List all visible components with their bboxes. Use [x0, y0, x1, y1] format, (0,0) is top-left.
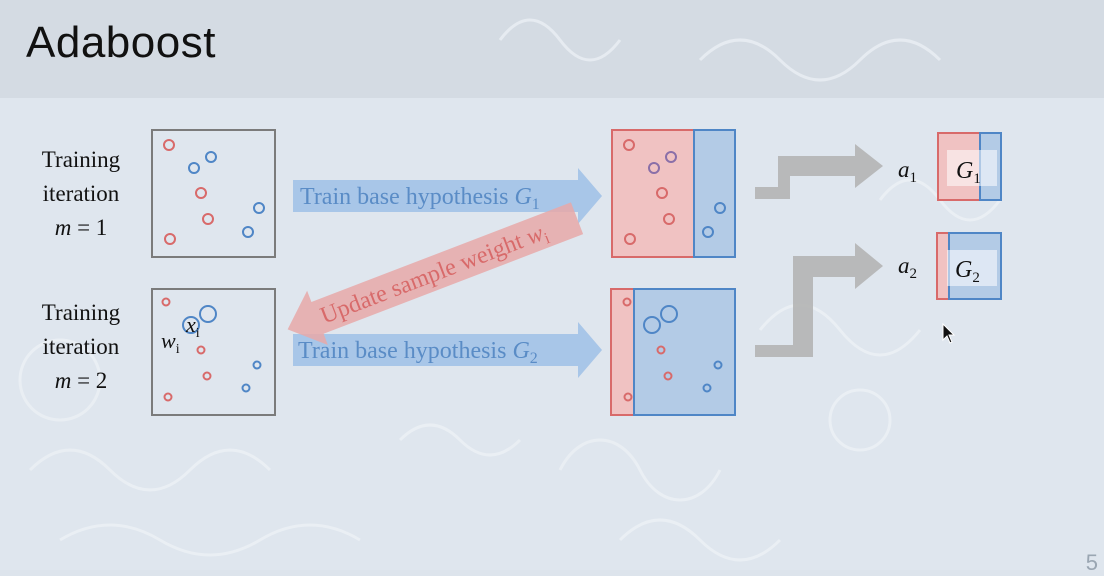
iteration-2-label-line1: Training — [41, 300, 121, 325]
update-weight-arrow-label: Update sample weight wi — [317, 219, 553, 333]
iteration-1-label: Training iteration m = 1 — [26, 143, 136, 245]
ensemble-arrow-1 — [755, 144, 883, 199]
sample-point — [202, 213, 214, 225]
sample-point — [195, 187, 207, 199]
sample-x-label: xi — [185, 312, 200, 341]
alpha-1-label: a1 — [898, 157, 917, 186]
sample-point — [622, 297, 632, 307]
iteration-1-m: m = 1 — [54, 215, 108, 240]
sample-point — [702, 383, 712, 393]
sample-point — [623, 139, 635, 151]
mouse-cursor-icon — [942, 323, 956, 344]
iteration-1-label-line2: iteration — [42, 181, 120, 206]
sample-point — [624, 233, 636, 245]
sample-point — [648, 162, 660, 174]
sample-point — [163, 139, 175, 151]
training-set-box-1 — [151, 129, 276, 258]
sample-point — [161, 297, 171, 307]
sample-w-label: wi — [161, 328, 180, 357]
sample-point — [242, 226, 254, 238]
page-number: 5 — [1085, 550, 1098, 575]
hypothesis-1-label-bg — [947, 150, 997, 186]
slide-title: Adaboost — [26, 18, 216, 67]
iteration-1-label-line1: Training — [41, 147, 121, 172]
train-arrow-2 — [293, 322, 602, 378]
sample-point — [656, 187, 668, 199]
train-arrow-1-label: Train base hypothesis G1 — [300, 184, 540, 213]
train-arrow-1 — [293, 168, 602, 224]
sample-point — [241, 383, 251, 393]
sample-point — [188, 162, 200, 174]
sample-point — [202, 371, 212, 381]
sample-point — [714, 202, 726, 214]
sample-point — [205, 151, 217, 163]
iteration-2-label: Training iteration m = 2 — [26, 296, 136, 398]
sample-point — [665, 151, 677, 163]
train-arrow-2-label: Train base hypothesis G2 — [298, 338, 538, 367]
sample-point — [164, 233, 176, 245]
hypothesis-2-label: G2 — [955, 257, 980, 286]
sample-point — [663, 371, 673, 381]
hypothesis-1-label: G1 — [956, 158, 981, 187]
sample-point — [252, 360, 262, 370]
sample-point — [182, 316, 200, 334]
iteration-2-m: m = 2 — [54, 368, 108, 393]
update-weight-arrow — [287, 202, 584, 345]
alpha-2-label: a2 — [898, 253, 917, 282]
sample-point — [656, 345, 666, 355]
sample-point — [163, 392, 173, 402]
classifier-2-blue-region — [633, 288, 736, 416]
sample-point — [660, 305, 678, 323]
hypothesis-2-label-bg — [947, 250, 997, 286]
training-set-box-2 — [151, 288, 276, 416]
iteration-2-label-line2: iteration — [42, 334, 120, 359]
sample-point — [702, 226, 714, 238]
sample-point — [199, 305, 217, 323]
sample-point — [196, 345, 206, 355]
ensemble-arrow-2 — [755, 243, 883, 357]
sample-point — [253, 202, 265, 214]
classifier-1-blue-region — [693, 129, 736, 258]
sample-point — [623, 392, 633, 402]
sample-point — [713, 360, 723, 370]
sample-point — [643, 316, 661, 334]
sample-point — [663, 213, 675, 225]
